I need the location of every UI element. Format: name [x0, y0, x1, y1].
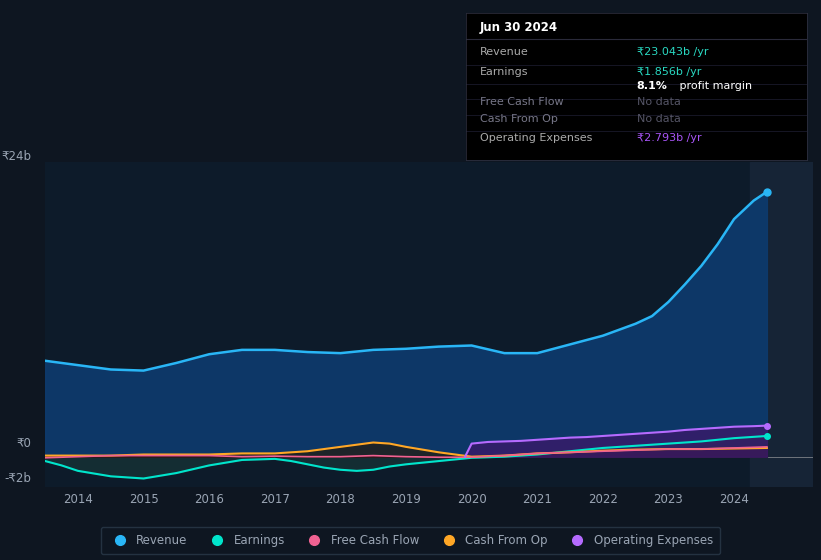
Text: No data: No data: [637, 114, 681, 124]
Legend: Revenue, Earnings, Free Cash Flow, Cash From Op, Operating Expenses: Revenue, Earnings, Free Cash Flow, Cash …: [101, 527, 720, 554]
Text: No data: No data: [637, 97, 681, 108]
Text: Operating Expenses: Operating Expenses: [480, 133, 592, 143]
Text: -₹2b: -₹2b: [4, 472, 31, 486]
Text: ₹0: ₹0: [16, 437, 31, 450]
Text: ₹23.043b /yr: ₹23.043b /yr: [637, 48, 709, 58]
Text: Cash From Op: Cash From Op: [480, 114, 557, 124]
Text: ₹2.793b /yr: ₹2.793b /yr: [637, 133, 701, 143]
Text: 8.1%: 8.1%: [637, 81, 667, 91]
Text: ₹24b: ₹24b: [1, 150, 31, 164]
Text: Revenue: Revenue: [480, 48, 529, 58]
Text: Jun 30 2024: Jun 30 2024: [480, 21, 558, 34]
Text: profit margin: profit margin: [676, 81, 752, 91]
Text: Earnings: Earnings: [480, 67, 529, 77]
Bar: [750, 162, 813, 487]
Text: Free Cash Flow: Free Cash Flow: [480, 97, 563, 108]
Text: ₹1.856b /yr: ₹1.856b /yr: [637, 67, 701, 77]
